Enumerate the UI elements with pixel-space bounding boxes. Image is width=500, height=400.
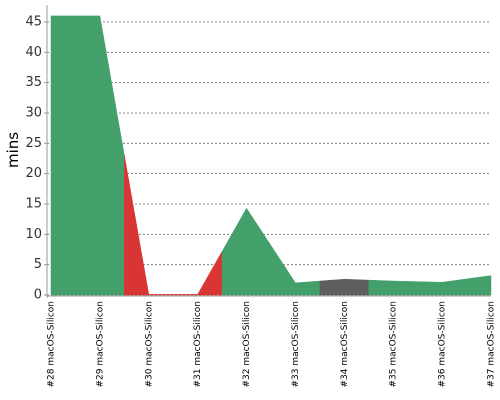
area-segment [417,278,467,296]
x-tick-label: #32 macOS-Silicon [242,301,252,388]
y-tick-label: 30 [25,105,42,120]
x-tick-label: #37 macOS-Silicon [487,301,497,388]
x-tick-label: #35 macOS-Silicon [389,301,399,388]
x-tick-label: #28 macOS-Silicon [47,301,57,388]
x-tick-label: #33 macOS-Silicon [291,301,301,388]
area-segment [75,15,125,296]
x-tick-label: #34 macOS-Silicon [340,301,350,388]
area-segment [172,250,223,296]
y-tick-label: 20 [25,166,42,181]
x-tick-label: #30 macOS-Silicon [144,301,154,388]
area-segment [368,279,418,296]
area-segment [319,278,370,296]
x-tick-label: #31 macOS-Silicon [193,301,203,388]
area-segment [270,244,321,296]
area-segment [221,207,272,296]
y-tick-label: 0 [34,288,42,303]
y-axis-label: mins [4,132,22,168]
area-segment [50,15,76,296]
y-tick-label: 45 [25,14,42,29]
y-tick-label: 10 [25,227,42,242]
y-tick-label: 40 [25,45,42,60]
x-tick-label: #29 macOS-Silicon [95,301,105,388]
y-tick-label: 15 [25,196,42,211]
y-tick-label: 5 [34,257,42,272]
y-tick-label: 25 [25,136,42,151]
x-tick-label: #36 macOS-Silicon [438,301,448,388]
y-tick-label: 35 [25,75,42,90]
area-segment [466,275,492,296]
area-segment [124,155,174,296]
